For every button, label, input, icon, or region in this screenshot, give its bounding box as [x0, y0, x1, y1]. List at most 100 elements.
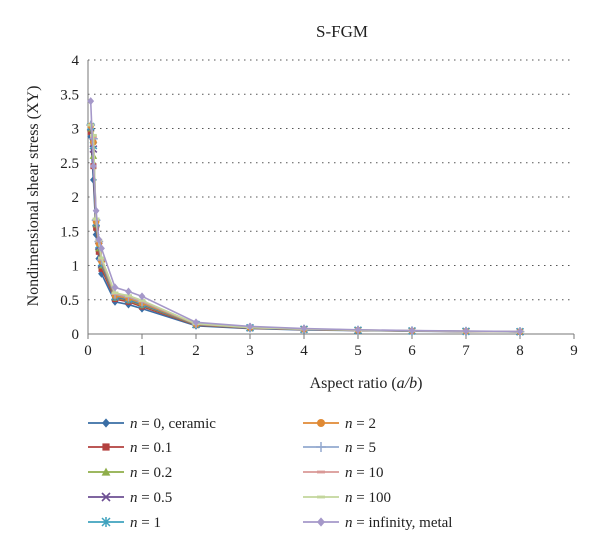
y-axis-label: Nondimensional shear stress (XY) [25, 86, 42, 307]
legend-label: n = 0.5 [130, 490, 172, 506]
x-tick-label: 9 [570, 343, 578, 359]
legend-label-variable: n [130, 490, 138, 506]
series-line [89, 124, 521, 333]
legend-label-variable: n [130, 515, 138, 531]
legend-label-variable: n [345, 515, 353, 531]
legend-label: n = 100 [345, 490, 391, 506]
data-point [101, 467, 111, 476]
x-tick-labels: 0 1 2 3 4 5 6 7 8 9 [84, 343, 578, 359]
legend-item: n = 2 [303, 416, 376, 432]
y-tick-label: 0.5 [60, 293, 79, 309]
y-tick-label: 0 [72, 327, 80, 343]
x-tick-label: 1 [138, 343, 146, 359]
legend-label-text: = 0, ceramic [138, 416, 217, 432]
data-point [317, 495, 325, 499]
legend-item: n = 0.1 [88, 440, 172, 456]
legend-label: n = 1 [130, 515, 161, 531]
y-tick-label: 3.5 [60, 87, 79, 103]
x-tick-label: 3 [246, 343, 254, 359]
legend-label: n = 0.1 [130, 440, 172, 456]
y-tick-label: 4 [72, 53, 80, 69]
data-point [354, 325, 362, 334]
legend-label: n = 10 [345, 465, 383, 481]
data-point [101, 517, 111, 527]
series-line [89, 127, 521, 333]
data-point [102, 418, 110, 428]
series-line [89, 124, 521, 333]
legend-item: n = 1 [88, 515, 161, 531]
legend-label-text: = 0.1 [138, 440, 173, 456]
data-point [138, 299, 146, 302]
series-line [89, 101, 521, 333]
data-point [101, 492, 111, 502]
legend-item: n = 100 [303, 490, 391, 506]
data-point [98, 244, 105, 253]
y-tick-label: 3 [72, 122, 80, 138]
grid [88, 59, 574, 301]
legend-label: n = infinity, metal [345, 515, 452, 531]
legend-label-variable: n [345, 416, 353, 432]
y-tick-label: 1 [72, 259, 80, 275]
data-point [125, 294, 132, 298]
data-point [87, 123, 95, 127]
series-4 [86, 122, 524, 337]
legend-label-text: = 0.5 [138, 490, 173, 506]
y-tick-label: 1.5 [60, 224, 79, 240]
chart-title: S-FGM [316, 22, 368, 41]
legend-label-variable: n [130, 416, 138, 432]
legend-label-variable: n [130, 465, 138, 481]
legend-label-variable: n [345, 465, 353, 481]
x-tick-label: 5 [354, 343, 362, 359]
data-point [516, 327, 524, 336]
data-point [300, 324, 308, 333]
series-line [89, 126, 521, 333]
legend-label-variable: n [345, 440, 353, 456]
data-point [90, 133, 97, 137]
legend-item: n = 0.2 [88, 465, 172, 481]
series-5 [87, 122, 524, 336]
legend-label: n = 5 [345, 440, 376, 456]
legend-label-text: = 100 [353, 490, 391, 506]
series-line [89, 125, 521, 333]
legend-label: n = 0.2 [130, 465, 172, 481]
series-line [89, 124, 521, 333]
data-point [462, 327, 470, 336]
data-point [111, 291, 119, 295]
x-tick-label: 7 [462, 343, 470, 359]
data-point [317, 470, 325, 474]
x-axis-label-suffix: ) [417, 375, 422, 392]
y-tick-label: 2.5 [60, 156, 79, 172]
x-axis-label-prefix: Aspect ratio ( [310, 375, 397, 392]
legend-label-text: = 5 [353, 440, 376, 456]
x-axis-label-variable: a/b [397, 375, 417, 392]
data-point [138, 292, 146, 301]
legend-label-text: = 10 [353, 465, 384, 481]
data-point [125, 287, 132, 296]
data-point [317, 517, 325, 527]
series-2 [86, 124, 524, 335]
legend-item: n = 0, ceramic [88, 416, 216, 432]
x-tick-label: 6 [408, 343, 416, 359]
series-3 [86, 123, 524, 336]
x-tick-label: 2 [192, 343, 200, 359]
data-point [90, 162, 97, 171]
data-point [408, 326, 416, 335]
data-point [316, 442, 326, 452]
series-9 [87, 97, 524, 336]
x-tick-label: 4 [300, 343, 308, 359]
data-point [192, 318, 200, 327]
legend-label-variable: n [345, 490, 353, 506]
data-point [87, 97, 95, 106]
x-tick-label: 8 [516, 343, 524, 359]
data-point [98, 265, 105, 272]
data-point [111, 283, 119, 292]
legend-label-text: = 0.2 [138, 465, 173, 481]
legend-label-variable: n [130, 440, 138, 456]
axes [87, 60, 575, 339]
x-axis-label: Aspect ratio (a/b) [310, 375, 423, 392]
legend-item: n = 10 [303, 465, 383, 481]
legend-item: n = 0.5 [88, 490, 172, 506]
data-point [95, 235, 103, 244]
